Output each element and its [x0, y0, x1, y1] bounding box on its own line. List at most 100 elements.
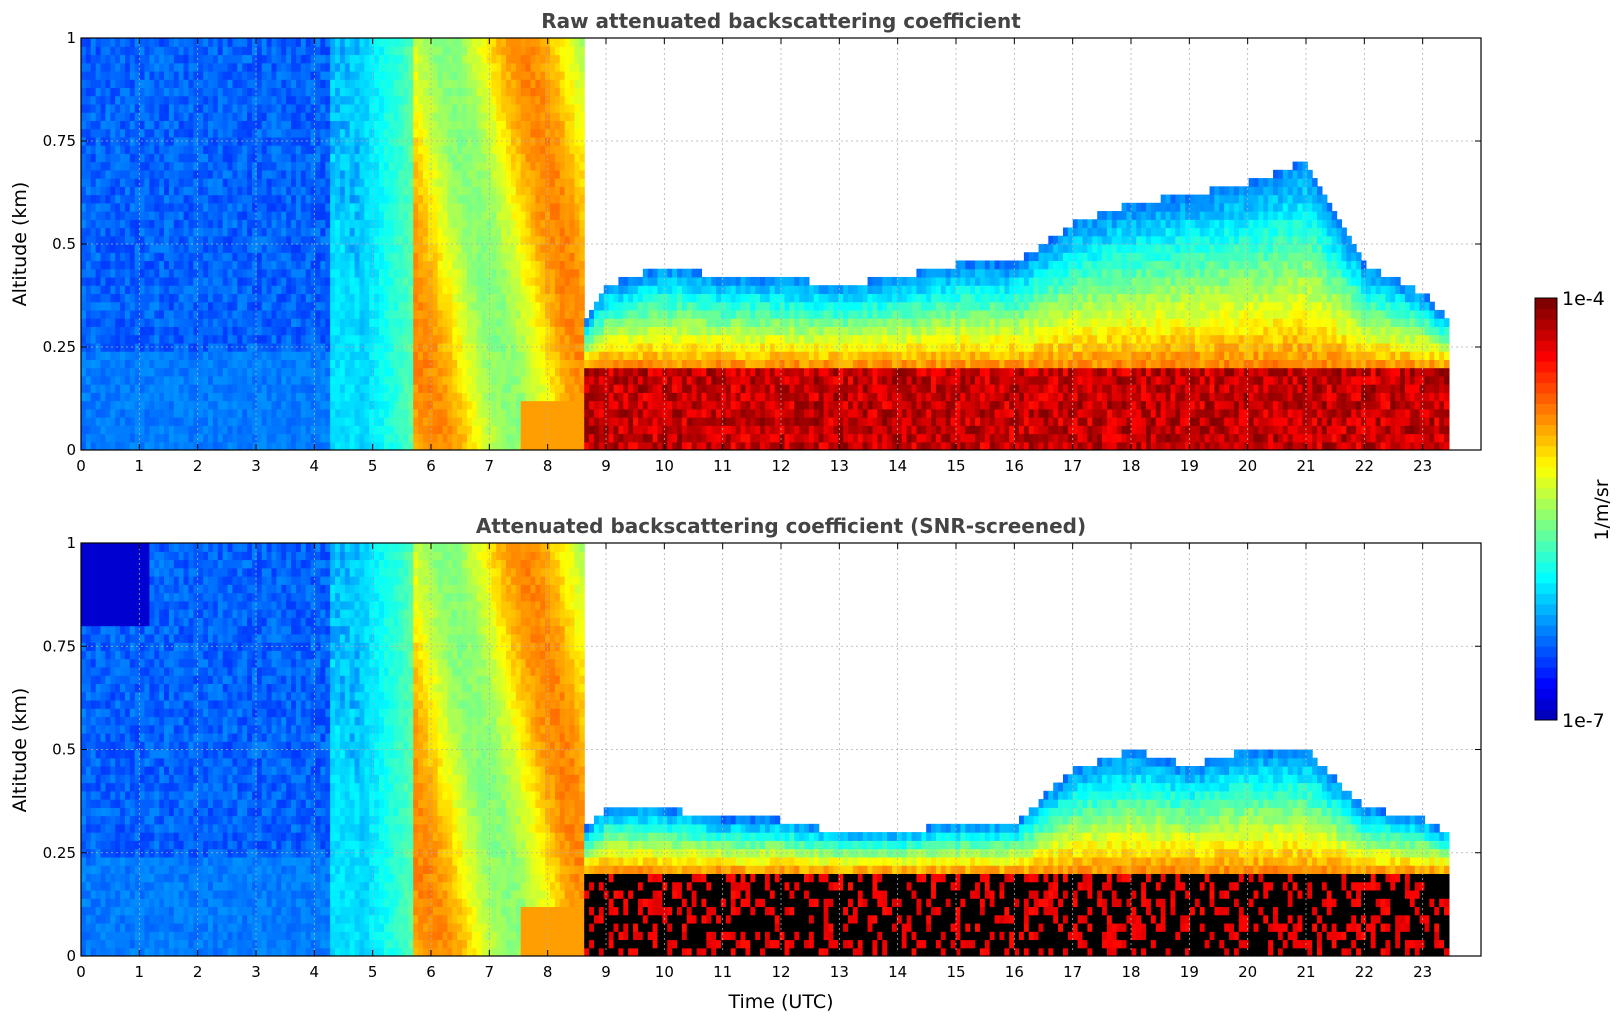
chart-raw-cell	[261, 285, 268, 295]
chart-raw-cell	[193, 128, 199, 138]
chart-raw-cell	[276, 276, 282, 286]
chart-raw-cell	[105, 219, 111, 229]
chart-raw-cell	[525, 252, 532, 262]
chart-raw-cell	[144, 334, 150, 344]
chart-raw-cell	[237, 417, 243, 426]
chart-raw-cell	[90, 375, 97, 385]
chart-raw-cell	[217, 359, 224, 369]
chart-raw-cell	[388, 276, 395, 286]
chart-raw-cell	[471, 326, 478, 336]
chart-raw-cell	[300, 326, 307, 336]
chart-raw-cell	[486, 293, 492, 303]
chart-raw-cell	[413, 235, 419, 245]
chart-raw-cell	[217, 408, 224, 418]
chart-raw-cell	[247, 359, 253, 369]
chart-raw-cell	[554, 161, 561, 171]
chart-raw-cell	[462, 219, 468, 229]
chart-raw-cell	[81, 309, 87, 319]
chart-raw-cell	[222, 87, 229, 97]
chart-raw-cell	[349, 400, 356, 410]
chart-raw-cell	[134, 326, 141, 336]
chart-raw-cell	[452, 46, 458, 56]
chart-raw-cell	[452, 318, 458, 327]
chart-raw-cell	[227, 441, 234, 450]
chart-raw-cell	[139, 103, 146, 113]
chart-raw-cell	[242, 375, 248, 385]
chart-raw-cell	[393, 194, 400, 204]
chart-raw-cell	[139, 161, 146, 171]
chart-raw-cell	[403, 211, 409, 220]
chart-raw-cell	[305, 128, 312, 138]
chart-raw-cell	[276, 359, 282, 369]
chart-raw-cell	[178, 359, 185, 369]
chart-raw-cell	[540, 433, 546, 443]
chart-raw-cell	[457, 285, 463, 295]
chart-raw-cell	[168, 153, 175, 163]
chart-raw-cell	[393, 145, 400, 154]
chart-raw-cell	[515, 425, 522, 435]
chart-raw-cell	[300, 62, 307, 72]
chart-raw-cell	[466, 301, 473, 311]
chart-raw-cell	[281, 425, 287, 435]
chart-raw-cell	[344, 260, 351, 270]
chart-raw-cell	[325, 400, 331, 410]
chart-raw-cell	[105, 145, 111, 154]
chart-raw-cell	[295, 408, 302, 418]
chart-raw-cell	[471, 153, 478, 163]
chart-raw-cell	[203, 161, 209, 171]
chart-raw-cell	[178, 367, 185, 377]
chart-raw-cell	[506, 145, 512, 154]
chart-raw-cell	[369, 95, 375, 105]
chart-raw-cell	[379, 400, 385, 410]
chart-raw-cell	[159, 268, 165, 278]
chart-raw-cell	[178, 79, 185, 89]
chart-raw-cell	[208, 194, 214, 204]
chart-raw-cell	[110, 161, 116, 171]
chart-raw-cell	[144, 194, 150, 204]
chart-raw-cell	[403, 417, 409, 426]
chart-raw-cell	[506, 219, 512, 229]
chart-raw-cell	[422, 252, 429, 262]
chart-raw-cell	[110, 120, 116, 130]
chart-raw-cell	[154, 178, 160, 187]
chart-raw-cell	[408, 244, 414, 253]
chart-raw-cell	[462, 400, 468, 410]
chart-raw-cell	[466, 227, 473, 237]
chart-raw-cell	[427, 70, 434, 80]
chart-raw-cell	[506, 87, 512, 97]
chart-raw-cell	[90, 244, 97, 253]
chart-raw-cell	[300, 211, 307, 220]
chart-raw-cell	[515, 359, 522, 369]
chart-raw-cell	[286, 309, 292, 319]
chart-raw-cell	[335, 79, 341, 89]
chart-raw-cell	[564, 285, 571, 295]
chart-raw-cell	[369, 334, 375, 344]
chart-raw-cell	[403, 359, 409, 369]
chart-raw-cell	[120, 128, 126, 138]
chart-raw-cell	[85, 120, 92, 130]
chart-raw-cell	[227, 211, 234, 220]
chart-raw-cell	[550, 95, 556, 105]
chart-raw-cell	[310, 252, 317, 262]
chart-raw-cell	[437, 384, 444, 393]
chart-raw-cell	[383, 408, 390, 418]
chart-raw-cell	[159, 425, 165, 435]
chart-raw-cell	[339, 128, 346, 138]
chart-raw-cell	[154, 425, 160, 435]
chart-raw-cell	[554, 87, 561, 97]
chart-raw-cell	[212, 417, 219, 426]
chart-raw-cell	[520, 161, 527, 171]
chart-raw-cell	[481, 268, 488, 278]
chart-raw-cell	[501, 351, 507, 360]
chart-raw-cell	[432, 425, 439, 435]
chart-raw-cell	[276, 252, 282, 262]
chart-raw-cell	[212, 392, 219, 402]
chart-raw-cell	[457, 309, 463, 319]
chart-raw-cell	[217, 301, 224, 311]
chart-raw-cell	[203, 178, 209, 187]
chart-raw-cell	[139, 375, 146, 385]
chart-raw-cell	[237, 95, 243, 105]
chart-raw-cell	[354, 417, 361, 426]
chart-raw-cell	[124, 301, 131, 311]
chart-raw-cell	[501, 252, 507, 262]
